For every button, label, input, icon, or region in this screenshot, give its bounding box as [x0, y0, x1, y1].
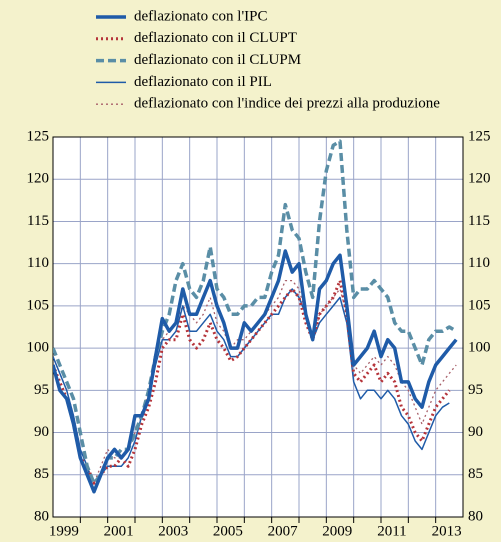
legend-label: deflazionato con il CLUPT	[134, 30, 297, 46]
x-tick-label: 2013	[432, 523, 462, 539]
x-tick-label: 2003	[158, 523, 188, 539]
legend-label: deflazionato con l'IPC	[134, 8, 268, 24]
y2-tick-label: 80	[468, 508, 483, 524]
y2-tick-label: 125	[468, 128, 491, 144]
y2-tick-label: 85	[468, 466, 483, 482]
y-tick-label: 120	[27, 171, 50, 187]
y2-tick-label: 90	[468, 424, 483, 440]
series-line	[53, 279, 451, 485]
y2-tick-label: 115	[468, 213, 490, 229]
series-line	[53, 139, 458, 485]
y-tick-label: 80	[34, 508, 49, 524]
y2-tick-label: 105	[468, 297, 491, 313]
y-tick-label: 105	[27, 297, 50, 313]
y-tick-label: 95	[34, 382, 49, 398]
y-tick-label: 110	[27, 255, 49, 271]
y-tick-label: 125	[27, 128, 50, 144]
x-tick-label: 2007	[268, 523, 299, 539]
x-tick-label: 2005	[213, 523, 243, 539]
y2-tick-label: 110	[468, 255, 490, 271]
series-line	[53, 288, 450, 493]
y-tick-label: 100	[27, 340, 50, 356]
x-tick-label: 1999	[49, 523, 79, 539]
x-tick-label: 2009	[322, 523, 352, 539]
y-tick-label: 85	[34, 466, 49, 482]
legend-label: deflazionato con l'indice dei prezzi all…	[134, 96, 440, 112]
legend-label: deflazionato con il PIL	[134, 74, 272, 90]
y2-tick-label: 95	[468, 382, 483, 398]
plot-area	[52, 136, 464, 518]
plot-frame	[52, 136, 464, 518]
y2-tick-label: 100	[468, 340, 491, 356]
legend-label: deflazionato con il CLUPM	[134, 52, 301, 68]
series-line	[53, 249, 458, 494]
y-tick-label: 115	[27, 213, 49, 229]
x-tick-label: 2011	[377, 523, 406, 539]
y2-tick-label: 120	[468, 171, 491, 187]
x-tick-label: 2001	[104, 523, 134, 539]
y-tick-label: 90	[34, 424, 49, 440]
